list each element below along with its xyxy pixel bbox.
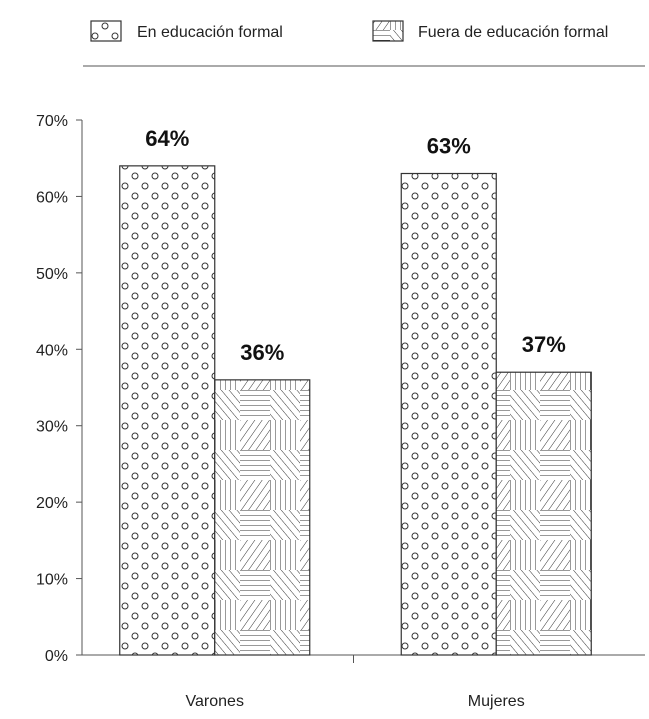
y-tick-label: 20% xyxy=(36,495,68,512)
legend-item-formal: En educación formal xyxy=(90,20,283,42)
legend-label-informal: Fuera de educación formal xyxy=(418,24,608,41)
bar xyxy=(400,172,497,656)
y-tick-label: 50% xyxy=(36,266,68,283)
data-label: 63% xyxy=(427,134,471,159)
legend-swatch-formal xyxy=(90,20,122,42)
legend-item-informal: Fuera de educación formal xyxy=(372,20,608,42)
data-label: 36% xyxy=(240,340,284,365)
data-label: 37% xyxy=(522,332,566,357)
y-tick-label: 40% xyxy=(36,342,68,359)
bar xyxy=(214,379,311,656)
x-category-label: Mujeres xyxy=(468,693,525,710)
y-tick-label: 30% xyxy=(36,419,68,436)
data-label: 64% xyxy=(145,126,189,151)
bar xyxy=(119,165,216,656)
legend: En educación formal Fuera de educación f… xyxy=(83,20,645,67)
bar xyxy=(495,371,592,656)
x-category-label: Varones xyxy=(186,693,244,710)
legend-swatch-informal xyxy=(372,20,404,42)
bars xyxy=(119,165,592,656)
y-tick-label: 0% xyxy=(45,648,68,665)
y-tick-label: 70% xyxy=(36,113,68,130)
y-tick-label: 10% xyxy=(36,572,68,589)
data-labels: 64% 36% 63% 37% xyxy=(145,126,566,365)
y-tick-label: 60% xyxy=(36,189,68,206)
legend-label-formal: En educación formal xyxy=(137,24,283,41)
y-axis: 0% 10% 20% 30% 40% 50% 60% 70% xyxy=(36,113,83,665)
x-axis: Varones Mujeres xyxy=(82,654,645,710)
